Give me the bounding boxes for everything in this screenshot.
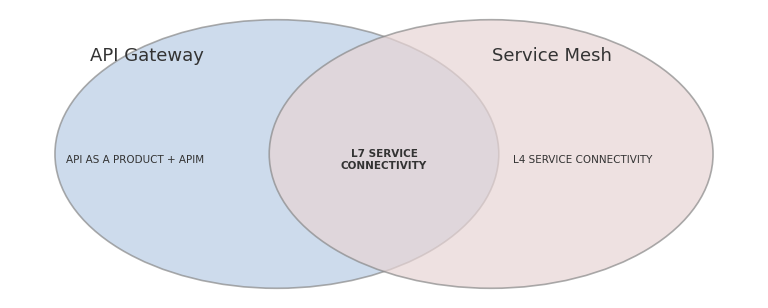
Text: L7 SERVICE
CONNECTIVITY: L7 SERVICE CONNECTIVITY [341, 149, 427, 171]
Text: API Gateway: API Gateway [90, 47, 204, 65]
Ellipse shape [270, 20, 713, 288]
Ellipse shape [55, 20, 498, 288]
Text: Service Mesh: Service Mesh [492, 47, 612, 65]
Text: L4 SERVICE CONNECTIVITY: L4 SERVICE CONNECTIVITY [513, 155, 653, 165]
Text: API AS A PRODUCT + APIM: API AS A PRODUCT + APIM [66, 155, 204, 165]
